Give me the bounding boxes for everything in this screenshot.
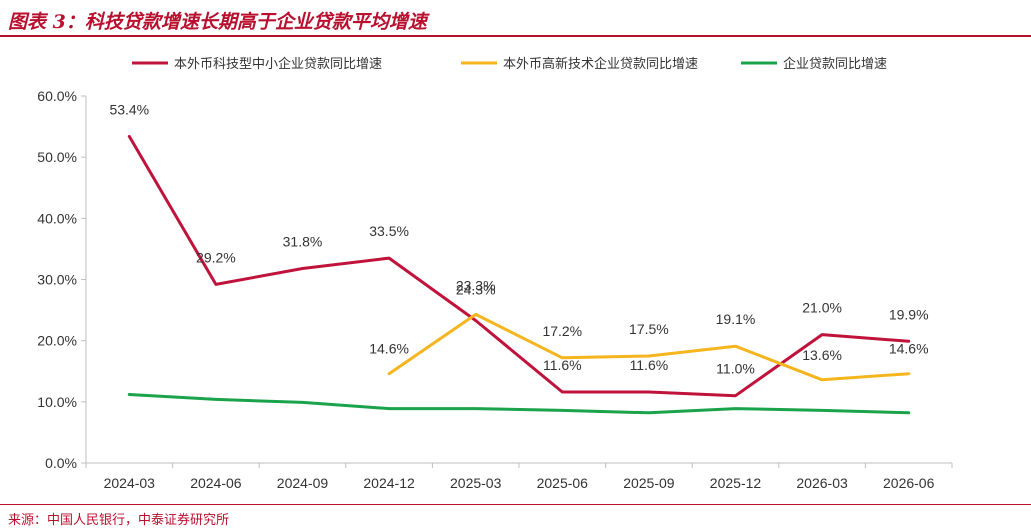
x-tick-label: 2025-06 <box>537 475 589 491</box>
data-label: 24.3% <box>456 281 496 297</box>
y-tick-label: 10.0% <box>37 394 77 410</box>
series-lines <box>127 134 911 415</box>
data-label: 19.9% <box>889 306 929 322</box>
data-label: 21.0% <box>802 300 842 316</box>
data-label: 31.8% <box>283 233 323 249</box>
axes: 0.0% 10.0% 20.0% 30.0% 40.0% 50.0% 60.0% 2024-0… <box>37 88 953 491</box>
chart-title: 图表 3：科技贷款增速长期高于企业贷款平均增速 <box>8 11 427 33</box>
x-tick-label: 2026-03 <box>796 475 848 491</box>
title-rule <box>0 35 1031 37</box>
x-tick-label: 2024-09 <box>277 475 329 491</box>
data-label: 14.6% <box>369 341 409 357</box>
x-tick-label: 2024-06 <box>190 475 242 491</box>
data-label: 29.2% <box>196 249 236 265</box>
legend-label-3: 企业贷款同比增速 <box>783 56 887 72</box>
series-line-3 <box>127 393 911 415</box>
data-label: 53.4% <box>109 101 149 117</box>
x-tick-label: 2025-03 <box>450 475 502 491</box>
y-tick-label: 60.0% <box>37 88 77 104</box>
x-tick-label: 2025-12 <box>710 475 762 491</box>
y-tick-label: 40.0% <box>37 210 77 226</box>
data-label: 14.6% <box>889 341 929 357</box>
legend: 本外币科技型中小企业贷款同比增速 本外币高新技术企业贷款同比增速 企业贷款同比增速 <box>132 56 887 72</box>
x-tick-label: 2025-09 <box>623 475 675 491</box>
data-labels: 53.4% 29.2% 31.8% 33.5% 23.3% 11.6% 11.6% 11.0%… <box>109 101 928 376</box>
title-bar: 图表 3：科技贷款增速长期高于企业贷款平均增速 <box>0 0 1031 37</box>
data-label: 11.6% <box>543 357 582 373</box>
legend-label-2: 本外币高新技术企业贷款同比增速 <box>503 56 698 72</box>
data-label: 33.5% <box>369 223 409 239</box>
data-label: 17.2% <box>542 323 582 339</box>
data-label: 17.5% <box>629 321 669 337</box>
x-tick-label: 2024-03 <box>104 475 156 491</box>
x-tick-label: 2024-12 <box>363 475 415 491</box>
y-tick-label: 20.0% <box>37 333 77 349</box>
source-note: 来源：中国人民银行，中泰证券研究所 <box>8 513 230 528</box>
data-label: 23.3% <box>456 277 496 293</box>
data-label: 11.0% <box>716 361 755 377</box>
y-tick-label: 0.0% <box>45 455 77 471</box>
legend-label-1: 本外币科技型中小企业贷款同比增速 <box>174 56 382 72</box>
series-line-1 <box>127 134 911 398</box>
series-line-2 <box>387 312 911 382</box>
bottom-rule <box>0 504 1031 505</box>
x-tick-label: 2026-06 <box>883 475 935 491</box>
data-label: 13.6% <box>802 347 842 363</box>
data-label: 19.1% <box>716 311 756 327</box>
y-tick-label: 30.0% <box>37 272 77 288</box>
y-tick-label: 50.0% <box>37 149 77 165</box>
data-label: 11.6% <box>630 357 669 373</box>
